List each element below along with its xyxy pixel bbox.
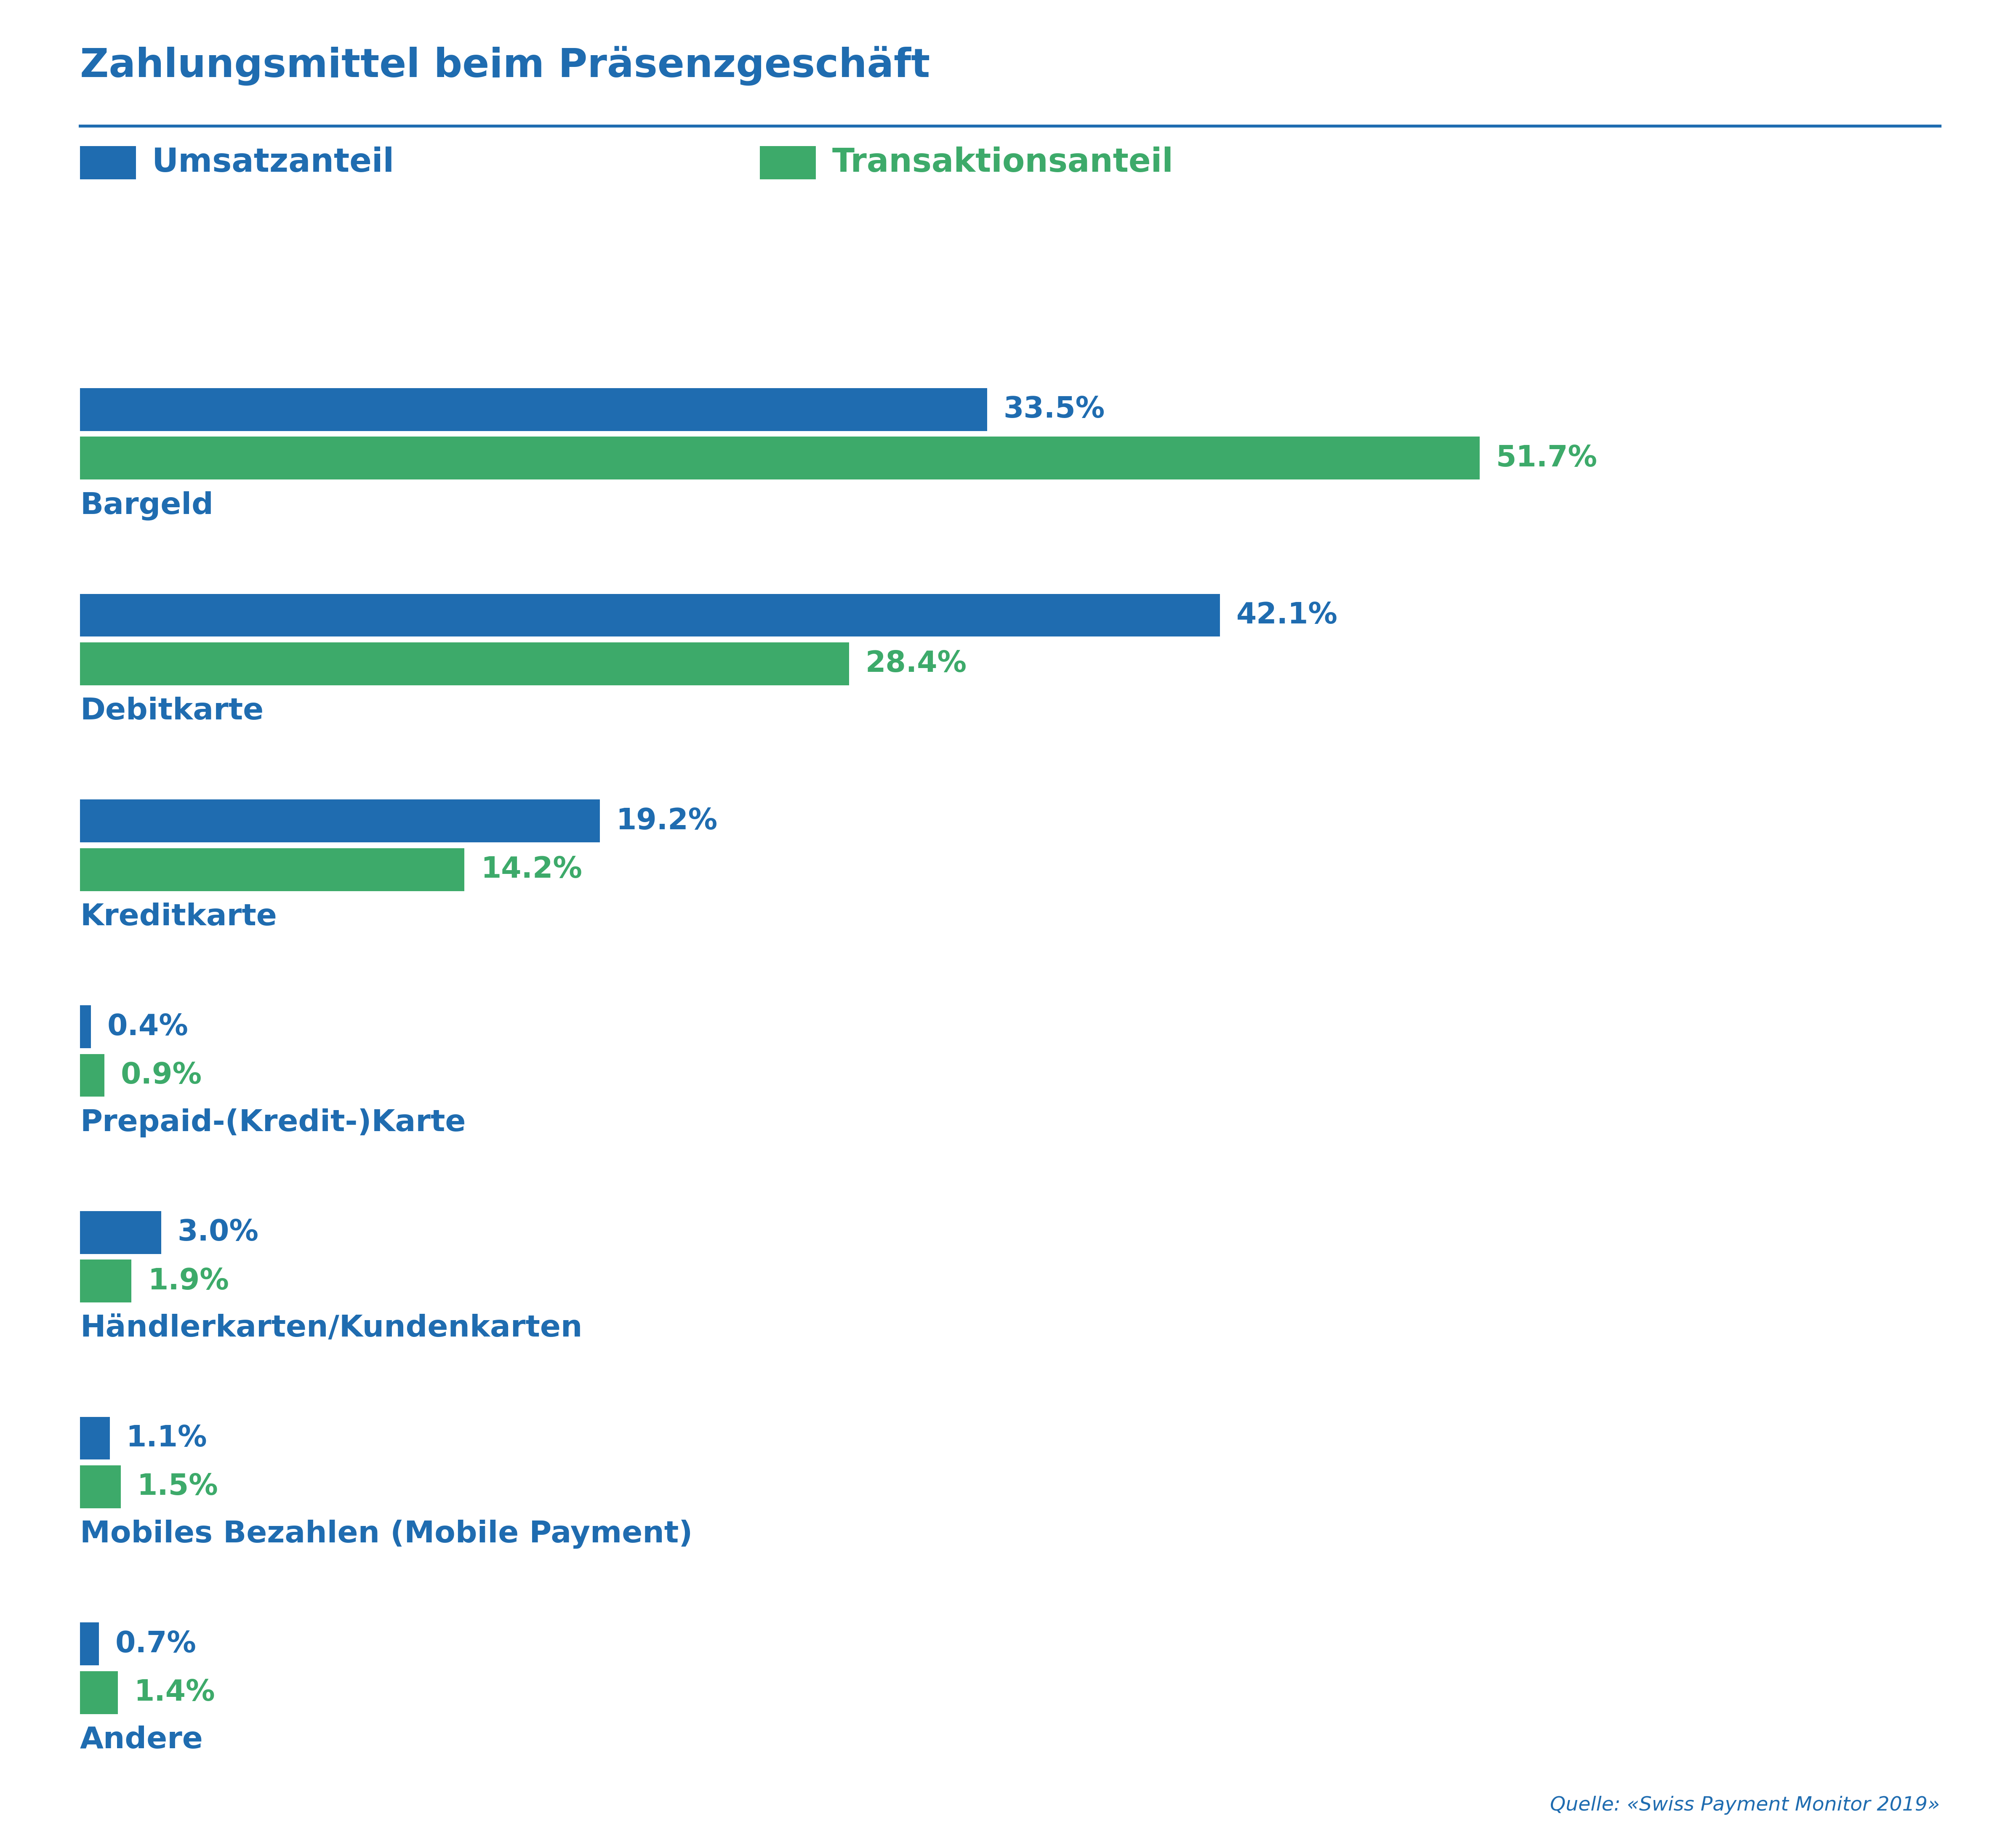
Bar: [80, 1465, 120, 1508]
Text: Quelle: «Swiss Payment Monitor 2019»: Quelle: «Swiss Payment Monitor 2019»: [1550, 1796, 1940, 1815]
Text: 1.5%: 1.5%: [136, 1473, 218, 1501]
Text: Kreditkarte: Kreditkarte: [80, 902, 276, 931]
Bar: [80, 1053, 104, 1096]
Bar: [80, 1260, 132, 1303]
Bar: [80, 848, 464, 891]
Text: Andere: Andere: [80, 1726, 204, 1754]
Text: 33.5%: 33.5%: [1004, 395, 1104, 423]
Text: Bargeld: Bargeld: [80, 492, 214, 519]
Bar: [80, 388, 988, 431]
Bar: [80, 1417, 110, 1460]
Bar: [80, 1210, 162, 1255]
Text: 19.2%: 19.2%: [616, 808, 718, 835]
Text: 0.7%: 0.7%: [116, 1630, 196, 1658]
Text: 1.1%: 1.1%: [126, 1425, 208, 1453]
Bar: [80, 1623, 98, 1665]
Text: Transaktionsanteil: Transaktionsanteil: [832, 146, 1174, 179]
Text: 51.7%: 51.7%: [1496, 444, 1598, 473]
Bar: [80, 643, 848, 686]
Text: 3.0%: 3.0%: [178, 1218, 258, 1247]
Text: Zahlungsmittel beim Präsenzgeschäft: Zahlungsmittel beim Präsenzgeschäft: [80, 46, 930, 85]
Bar: [80, 800, 600, 843]
Text: 1.9%: 1.9%: [148, 1268, 228, 1295]
Bar: [80, 593, 1220, 638]
Bar: [80, 1671, 118, 1713]
Text: 0.9%: 0.9%: [120, 1061, 202, 1090]
Text: Umsatzanteil: Umsatzanteil: [152, 146, 394, 179]
Text: Händlerkarten/Kundenkarten: Händlerkarten/Kundenkarten: [80, 1314, 582, 1343]
Text: Prepaid-(Kredit-)Karte: Prepaid-(Kredit-)Karte: [80, 1109, 466, 1137]
Text: Debitkarte: Debitkarte: [80, 697, 264, 726]
Bar: [80, 1005, 90, 1048]
Text: 1.4%: 1.4%: [134, 1678, 216, 1708]
Text: 28.4%: 28.4%: [866, 650, 966, 678]
Text: 14.2%: 14.2%: [480, 856, 582, 883]
Text: 0.4%: 0.4%: [108, 1013, 188, 1040]
Text: Mobiles Bezahlen (Mobile Payment): Mobiles Bezahlen (Mobile Payment): [80, 1519, 692, 1549]
Text: 42.1%: 42.1%: [1236, 601, 1338, 630]
Bar: [80, 436, 1480, 479]
